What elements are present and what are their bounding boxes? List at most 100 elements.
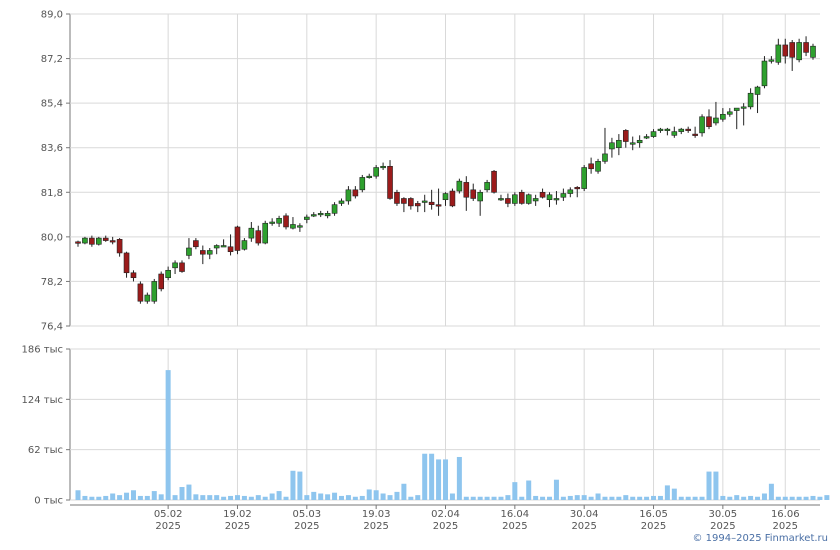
candle-body-down [505, 198, 511, 204]
candle-body-down [283, 215, 289, 228]
candle-body-down [692, 133, 698, 136]
candle-body-up [616, 139, 622, 149]
volume-bar [96, 496, 102, 500]
price-y-tick-label: 78,2 [41, 277, 63, 288]
candle-body-up [636, 139, 643, 144]
x-tick-label-day: 16.05 [639, 509, 668, 520]
price-y-tick-label: 76,4 [41, 322, 63, 333]
candle-body-up [331, 204, 338, 214]
candle-body-down [394, 191, 400, 204]
volume-bar [311, 491, 317, 500]
volume-bar [699, 496, 705, 500]
candle-body-down [179, 262, 185, 272]
volume-bar [789, 496, 795, 500]
volume-bar [283, 496, 289, 500]
candle-body-down [463, 182, 470, 198]
volume-bar [110, 493, 116, 500]
volume-bar [463, 496, 469, 500]
volume-bar [103, 495, 109, 500]
volume-bar [165, 370, 171, 500]
volume-bar [241, 495, 247, 500]
candle-body-up [671, 131, 678, 136]
candle-body-up [595, 161, 601, 172]
candle-body-up [206, 250, 213, 255]
candle-body-up [796, 42, 802, 61]
volume-bar [151, 491, 157, 500]
x-tick-label-year: 2025 [571, 521, 596, 532]
volume-bar [616, 496, 622, 500]
candle-body-down [428, 201, 435, 205]
volume-bar [470, 496, 476, 500]
volume-bar [540, 496, 546, 500]
candle-body-down [123, 252, 130, 274]
x-tick-label-year: 2025 [710, 521, 735, 532]
volume-bar [664, 485, 670, 500]
volume-bar [755, 496, 761, 500]
volume-bar [221, 496, 227, 500]
candle-body-down [102, 237, 109, 241]
candle-body-up [747, 92, 754, 108]
volume-bar [429, 453, 435, 500]
volume-bar [498, 496, 504, 500]
candle-body-down [89, 237, 95, 245]
candle-body-up [380, 165, 386, 169]
volume-bar [345, 495, 351, 500]
volume-bar [505, 495, 511, 500]
copyright-link[interactable]: © 1994–2025 Finmarket.ru [692, 533, 828, 544]
candle-body-up [477, 191, 483, 202]
volume-bar [595, 493, 601, 500]
x-tick-label-day: 05.02 [154, 509, 183, 520]
volume-bar [574, 495, 580, 500]
candle-body-up [629, 142, 636, 145]
volume-bar [75, 490, 81, 500]
volume-bar [186, 484, 192, 500]
x-tick-label-year: 2025 [155, 521, 180, 532]
volume-bar [824, 495, 830, 500]
x-tick-label-day: 02.04 [431, 509, 460, 520]
volume-bar [415, 495, 421, 500]
volume-bar [491, 496, 497, 500]
candle-body-up [317, 213, 324, 216]
candle-body-down [109, 240, 116, 243]
candle-body-up [144, 294, 151, 302]
candle-body-down [622, 130, 629, 142]
x-tick-label-year: 2025 [225, 521, 250, 532]
volume-bar [449, 493, 455, 500]
volume-bar [803, 496, 809, 500]
price-y-tick-label: 80,0 [41, 232, 63, 243]
volume-bar [200, 495, 206, 500]
volume-bar [706, 471, 712, 500]
candle-body-up [713, 117, 719, 124]
candle-body-up [532, 198, 539, 202]
volume-bar [359, 495, 365, 500]
candle-body-up [567, 189, 574, 194]
candle-body-down [782, 44, 789, 57]
candle-body-down [470, 189, 477, 199]
x-tick-label-day: 16.06 [771, 509, 800, 520]
volume-bar [692, 496, 698, 500]
candle-body-up [664, 128, 671, 131]
volume-bar [234, 495, 240, 500]
candle-body-up [525, 194, 532, 204]
candle-body-up [726, 111, 733, 115]
volume-bar [519, 496, 525, 500]
volume-bar [477, 496, 483, 500]
volume-bar [602, 496, 608, 500]
candle-body-down [401, 198, 407, 204]
candle-body-up [290, 224, 296, 229]
x-tick-label-year: 2025 [363, 521, 388, 532]
candle-body-down [116, 239, 123, 254]
volume-bar [678, 496, 684, 500]
volume-y-tick-label: 0 тыс [34, 496, 63, 507]
volume-bar [734, 495, 740, 500]
volume-bar [380, 493, 386, 500]
candle-body-up [324, 213, 331, 217]
volume-y-tick-label: 186 тыс [22, 345, 63, 356]
candle-body-up [359, 177, 366, 191]
volume-bar [810, 495, 816, 500]
candle-body-down [387, 165, 393, 199]
candle-body-down [518, 191, 525, 204]
volume-bar [484, 496, 490, 500]
x-tick-label-year: 2025 [641, 521, 666, 532]
